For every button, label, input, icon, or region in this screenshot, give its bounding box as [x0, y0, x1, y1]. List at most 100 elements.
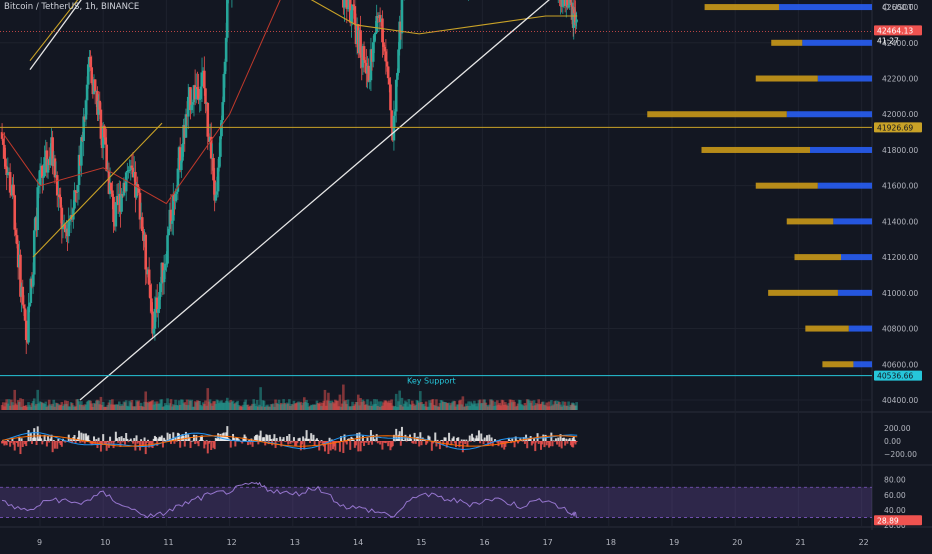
volume-profile-sell-bar: [795, 254, 842, 260]
macd-bar: [185, 432, 187, 441]
macd-bar: [296, 441, 298, 443]
macd-bar: [349, 441, 351, 450]
macd-bar: [45, 440, 47, 441]
macd-bar: [116, 438, 118, 441]
chart-title: Bitcoin / TetherUS, 1h, BINANCE: [4, 2, 139, 12]
time-axis-tick: 16: [479, 538, 489, 547]
rsi-axis-tick: 80.00: [884, 476, 906, 485]
macd-bar: [401, 427, 403, 441]
macd-bar: [415, 441, 417, 444]
macd-bar: [362, 436, 364, 441]
macd-bar: [434, 433, 436, 441]
macd-bar: [533, 438, 535, 441]
volume-profile-buy-bar: [833, 218, 872, 224]
macd-bar: [400, 441, 402, 446]
macd-bar: [420, 441, 422, 445]
candle-body: [204, 88, 207, 104]
price-axis-tick: 40800.00: [882, 325, 918, 334]
macd-bar: [406, 441, 408, 442]
macd-bar: [109, 437, 111, 441]
macd-bar: [554, 441, 556, 442]
candle-body: [43, 157, 46, 176]
macd-bar: [558, 441, 560, 447]
macd-bar: [361, 441, 363, 443]
macd-bar: [140, 439, 142, 441]
macd-bar: [344, 434, 346, 441]
macd-bar: [565, 439, 567, 441]
macd-bar: [145, 441, 147, 454]
macd-bar: [460, 441, 462, 443]
macd-bar: [70, 439, 72, 441]
macd-bar: [330, 441, 332, 450]
macd-bar: [214, 441, 216, 449]
candle-body: [166, 235, 169, 263]
volume-profile-buy-bar: [802, 40, 872, 46]
volume-profile-buy-bar: [838, 290, 872, 296]
macd-bar: [234, 441, 236, 446]
macd-bar: [95, 439, 97, 441]
macd-bar: [73, 435, 75, 441]
macd-bar: [569, 438, 571, 441]
macd-bar: [551, 441, 553, 446]
macd-bar: [556, 441, 558, 445]
macd-bar: [184, 441, 186, 447]
time-axis-tick: 10: [100, 538, 110, 547]
macd-bar: [566, 441, 568, 444]
macd-bar: [279, 437, 281, 441]
candle-body: [4, 159, 7, 167]
macd-bar: [574, 440, 576, 441]
macd-bar: [195, 435, 197, 441]
time-axis-tick: 18: [606, 538, 616, 547]
macd-bar: [172, 432, 174, 441]
macd-bar: [123, 438, 125, 441]
macd-bar: [491, 437, 493, 441]
price-axis-tick: 42200.00: [882, 75, 918, 84]
macd-bar: [147, 440, 149, 441]
macd-bar: [144, 438, 146, 441]
macd-bar: [448, 433, 450, 441]
volume-profile-sell-bar: [771, 40, 802, 46]
price-axis-tick: 40600.00: [882, 360, 918, 369]
macd-bar: [127, 441, 129, 442]
macd-bar: [369, 441, 371, 442]
macd-bar: [549, 441, 551, 446]
macd-bar: [132, 441, 134, 444]
macd-bar: [366, 438, 368, 441]
candle-body: [94, 79, 97, 91]
macd-bar: [481, 439, 483, 441]
macd-bar: [267, 435, 269, 441]
rsi-axis-tick: 60.00: [884, 491, 906, 500]
macd-bar: [371, 441, 373, 445]
macd-bar: [106, 441, 108, 451]
macd-bar: [273, 434, 275, 441]
key-support-badge: 40536.66: [877, 372, 913, 381]
price-axis-tick: 41400.00: [882, 217, 918, 226]
macd-bar: [117, 441, 119, 443]
macd-bar: [373, 439, 375, 441]
macd-bar: [412, 441, 414, 444]
macd-bar: [563, 438, 565, 441]
macd-bar: [256, 435, 258, 441]
macd-bar: [561, 441, 563, 448]
volume-profile-sell-bar: [805, 326, 848, 332]
macd-bar: [342, 441, 344, 453]
macd-bar: [133, 438, 135, 441]
macd-bar: [472, 437, 474, 441]
macd-bar: [198, 441, 200, 446]
price-axis-tick: 41600.00: [882, 182, 918, 191]
macd-bar: [507, 441, 509, 442]
time-axis-tick: 15: [416, 538, 426, 547]
macd-bar: [557, 438, 559, 441]
macd-bar: [299, 438, 301, 441]
macd-bar: [56, 441, 58, 449]
time-axis-tick: 9: [37, 538, 42, 547]
macd-bar: [130, 439, 132, 441]
volume-profile-buy-bar: [818, 183, 872, 189]
macd-bar: [210, 441, 212, 450]
macd-bar: [193, 435, 195, 441]
macd-bar: [155, 437, 157, 441]
macd-bar: [122, 441, 124, 442]
